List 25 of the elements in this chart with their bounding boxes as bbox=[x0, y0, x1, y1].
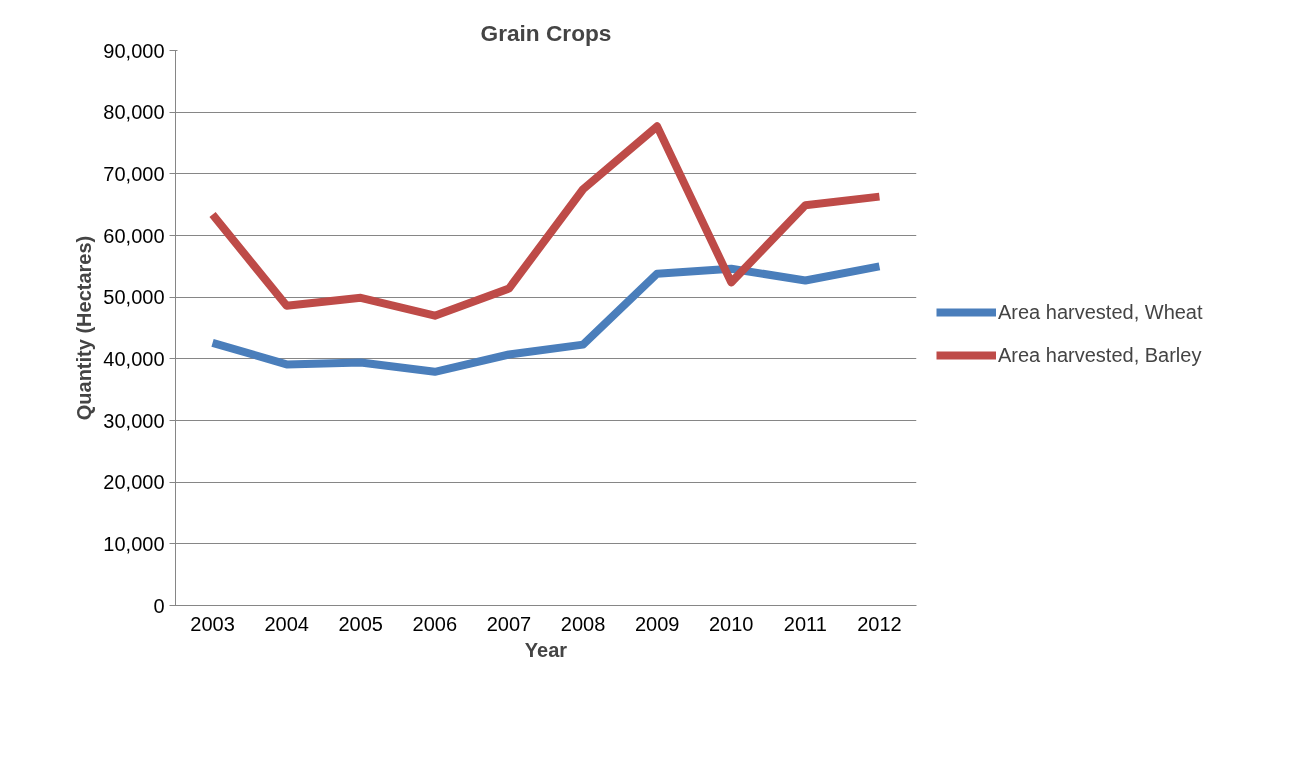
y-tick-label: 70,000 bbox=[103, 162, 165, 185]
y-axis-title: Quantity (Hectares) bbox=[73, 235, 96, 421]
y-tick-label: 90,000 bbox=[103, 39, 165, 62]
x-tick-label: 2012 bbox=[857, 612, 902, 635]
x-tick-label: 2010 bbox=[709, 612, 754, 635]
y-tick-label: 0 bbox=[153, 594, 165, 617]
x-tick-label: 2005 bbox=[338, 612, 383, 635]
x-tick-label: 2008 bbox=[560, 612, 606, 635]
y-tick-label: 80,000 bbox=[103, 101, 165, 124]
x-tick-label: 2007 bbox=[486, 612, 532, 635]
y-tick-label: 60,000 bbox=[103, 224, 165, 247]
chart-title: Grain Crops bbox=[480, 19, 612, 46]
y-tick-label: 50,000 bbox=[103, 286, 165, 309]
y-tick-label: 20,000 bbox=[103, 471, 165, 494]
x-tick-label: 2004 bbox=[264, 612, 309, 635]
y-tick-label: 10,000 bbox=[103, 532, 165, 555]
y-tick-label: 40,000 bbox=[103, 347, 165, 370]
x-tick-label: 2006 bbox=[412, 612, 458, 635]
legend-label: Area harvested, Wheat bbox=[998, 300, 1203, 324]
x-tick-label: 2009 bbox=[634, 612, 680, 635]
x-tick-label: 2003 bbox=[190, 612, 235, 635]
x-tick-label: 2011 bbox=[783, 612, 827, 635]
y-tick-label: 30,000 bbox=[103, 409, 165, 432]
legend-label: Area harvested, Barley bbox=[998, 343, 1202, 367]
x-axis-title: Year bbox=[524, 638, 568, 661]
